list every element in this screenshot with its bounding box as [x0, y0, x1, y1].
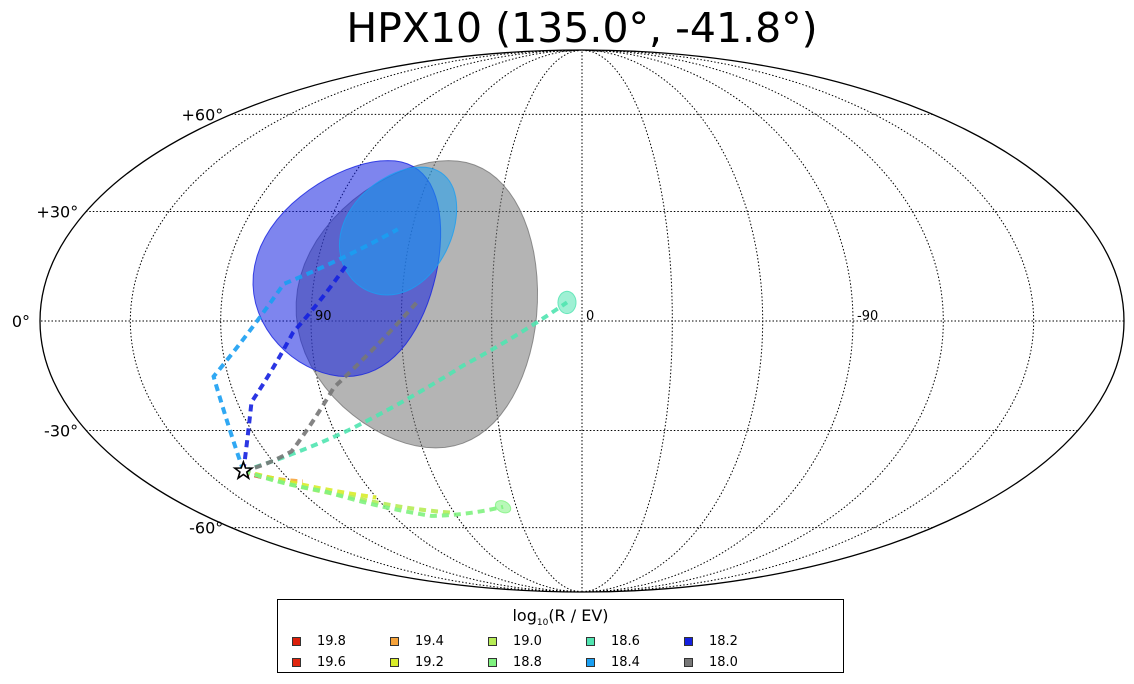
legend-label: 19.6 [317, 654, 346, 670]
legend-item: 18.6 [586, 633, 640, 649]
legend-title-log: log [512, 606, 537, 625]
legend-swatch [684, 636, 693, 646]
mollweide-sky-map: +60° +30° 0° -30° -60° 90 0 -90 [12, 49, 1125, 593]
lat-tick-label: +60° [181, 105, 223, 124]
legend-label: 18.6 [611, 633, 640, 649]
legend-label: 19.4 [415, 633, 444, 649]
legend-swatch [586, 636, 595, 646]
chart-title: HPX10 (135.0°, -41.8°) [346, 4, 818, 52]
legend-label: 18.2 [709, 633, 738, 649]
legend-label: 19.0 [513, 633, 542, 649]
meridian-line [129, 49, 583, 593]
legend-item: 18.0 [684, 654, 738, 670]
lon-tick-label: 0 [586, 309, 594, 324]
legend-item: 19.4 [390, 633, 444, 649]
grid-labels: +60° +30° 0° -30° -60° 90 0 -90 [12, 105, 878, 537]
legend-label: 18.4 [611, 654, 640, 670]
legend-item: 19.2 [390, 654, 444, 670]
legend-swatch [488, 657, 497, 667]
legend-title: log10(R / EV) [278, 606, 843, 628]
source-marker [232, 459, 255, 481]
track-18-2 [241, 264, 348, 472]
map-border [39, 49, 1125, 593]
lat-tick-label: +30° [36, 203, 78, 222]
legend-item: 18.8 [488, 654, 542, 670]
legend-swatch [488, 636, 497, 646]
legend-label: 19.8 [317, 633, 346, 649]
legend-label: 18.0 [709, 654, 738, 670]
legend-item: 19.8 [292, 633, 346, 649]
map-outline [39, 49, 1125, 593]
legend-title-sub: 10 [536, 618, 549, 629]
legend-swatch [684, 657, 693, 667]
track-18-6 [242, 300, 569, 473]
legend-title-rest: (R / EV) [548, 606, 609, 625]
lat-tick-label: -30° [44, 421, 78, 440]
legend-item: 18.4 [586, 654, 640, 670]
deflection-tracks [211, 227, 569, 518]
source-star-icon [232, 459, 255, 481]
legend-item: 18.2 [684, 633, 738, 649]
lon-tick-label: -90 [857, 309, 878, 324]
legend-swatch [390, 636, 399, 646]
legend-label: 18.8 [513, 654, 542, 670]
legend-label: 19.2 [415, 654, 444, 670]
legend-item: 19.6 [292, 654, 346, 670]
lat-tick-label: -60° [189, 519, 223, 538]
legend-swatch [292, 657, 301, 667]
track-18-0 [242, 301, 419, 473]
legend: log10(R / EV) 19.8 19.6 19.4 19.2 19.0 18.8 18… [277, 599, 844, 673]
legend-swatch [390, 657, 399, 667]
lon-tick-label: 90 [315, 309, 332, 324]
track-18-8 [242, 469, 504, 518]
lat-tick-label: 0° [12, 312, 30, 331]
legend-swatch [292, 636, 301, 646]
meridian-line [581, 49, 1035, 593]
track-18-4 [211, 227, 399, 472]
graticule-grid [40, 49, 1124, 593]
legend-item: 19.0 [488, 633, 542, 649]
legend-swatch [586, 657, 595, 667]
